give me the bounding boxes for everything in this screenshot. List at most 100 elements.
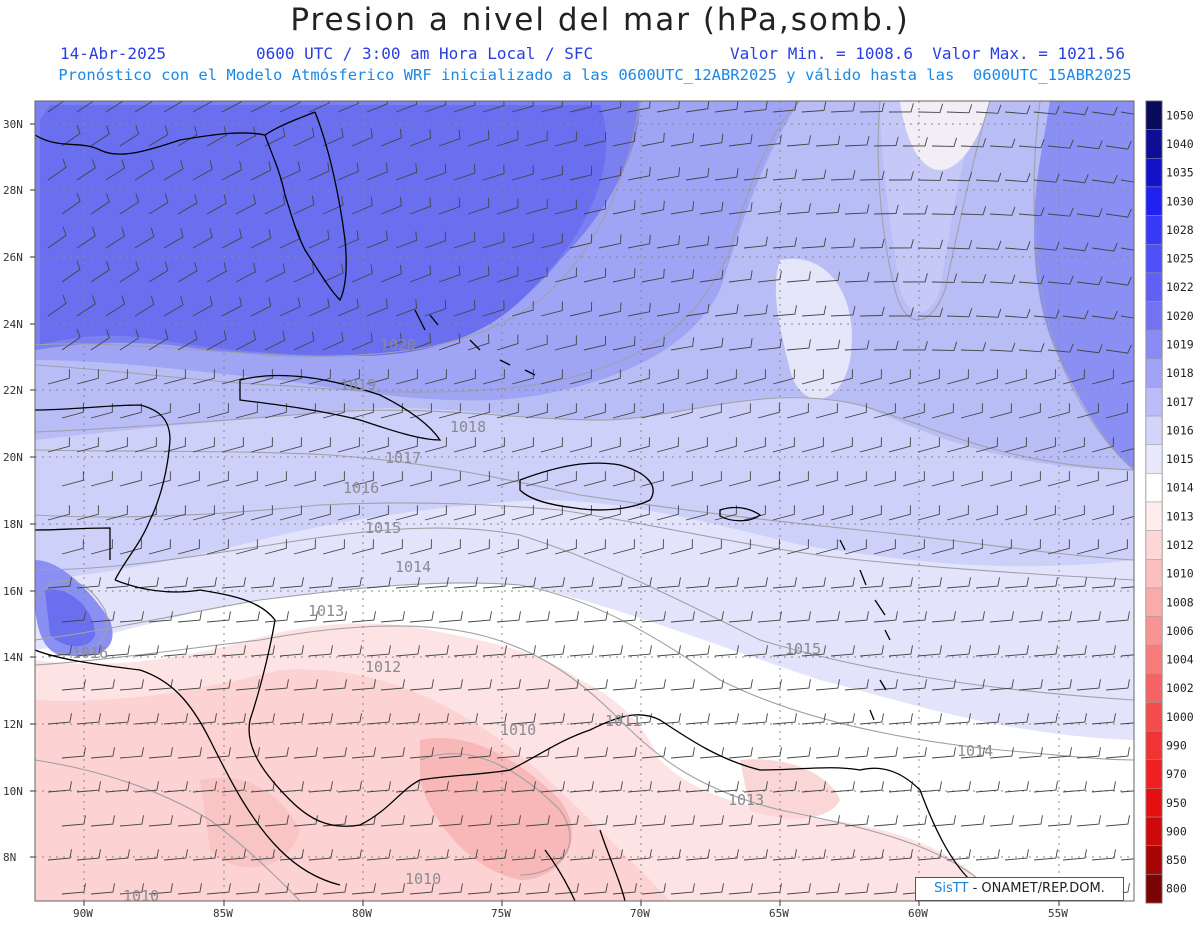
- lon-label: 75W: [491, 907, 511, 920]
- contour-label: 1017: [385, 449, 421, 467]
- plot-frame: [34, 100, 1135, 902]
- contour-label: 1018: [450, 418, 486, 436]
- colorbar-swatch: [1145, 301, 1163, 331]
- lon-label: 65W: [769, 907, 789, 920]
- contour-label: 1013: [728, 791, 764, 809]
- colorbar-label: 850: [1166, 853, 1187, 867]
- colorbar-label: 950: [1166, 796, 1187, 810]
- colorbar-label: 1016: [1166, 423, 1194, 437]
- colorbar-label: 990: [1166, 738, 1187, 752]
- lon-label: 80W: [352, 907, 372, 920]
- colorbar-swatch: [1145, 788, 1163, 818]
- colorbar-swatch: [1145, 215, 1163, 245]
- lon-label: 60W: [908, 907, 928, 920]
- model-description: Pronóstico con el Modelo Atmósferico WRF…: [58, 66, 1132, 84]
- colorbar-label: 1008: [1166, 595, 1194, 609]
- colorbar-swatch: [1145, 272, 1163, 302]
- contour-label: 1010: [123, 887, 159, 905]
- colorbar-swatch: [1145, 158, 1163, 188]
- colorbar-label: 1017: [1166, 395, 1194, 409]
- colorbar-swatch: [1145, 444, 1163, 474]
- colorbar-label: 1013: [1166, 509, 1194, 523]
- colorbar-swatch: [1145, 243, 1163, 274]
- lon-label: 90W: [73, 907, 93, 920]
- contour-label: 1014: [395, 558, 431, 576]
- colorbar-label: 1035: [1166, 166, 1194, 180]
- lat-label: 12N: [3, 718, 23, 731]
- colorbar-legend: 1050 1040 1035 1030 1028 1025 1022 1020 1019 1018…: [1145, 100, 1194, 904]
- colorbar-label: 1002: [1166, 681, 1194, 695]
- colorbar-label: 1040: [1166, 137, 1194, 151]
- colorbar-label: 900: [1166, 824, 1187, 838]
- colorbar-swatch: [1145, 329, 1163, 360]
- colorbar-label: 1020: [1166, 309, 1194, 323]
- lat-label: 24N: [3, 318, 23, 331]
- contour-label: 1013: [308, 602, 344, 620]
- credit-box: SisTT - ONAMET/REP.DOM.: [915, 877, 1124, 901]
- sistt-logo: SisTT: [934, 881, 969, 896]
- colorbar-label: 1012: [1166, 538, 1194, 552]
- colorbar-label: 1010: [1166, 567, 1194, 581]
- colorbar-swatch: [1145, 501, 1163, 531]
- colorbar-label: 1018: [1166, 366, 1194, 380]
- contour-label: 1016: [343, 479, 379, 497]
- colorbar-swatch: [1145, 186, 1163, 216]
- colorbar-label: 1028: [1166, 223, 1194, 237]
- lat-label: 18N: [3, 518, 23, 531]
- lat-label: 10N: [3, 785, 23, 798]
- colorbar-swatch: [1145, 587, 1163, 617]
- contour-label: 1010: [405, 870, 441, 888]
- colorbar-swatch: [1145, 845, 1163, 875]
- lat-label: 14N: [3, 651, 23, 664]
- colorbar-label: 1000: [1166, 710, 1194, 724]
- colorbar-swatch: [1145, 816, 1163, 846]
- colorbar-swatch: [1145, 358, 1163, 388]
- colorbar-swatch: [1145, 415, 1163, 445]
- lat-label: 30N: [3, 118, 23, 131]
- colorbar-swatch: [1145, 473, 1163, 503]
- colorbar-label: 1050: [1166, 108, 1194, 122]
- colorbar-label: 1015: [1166, 452, 1194, 466]
- valid-date: 14-Abr-2025: [60, 44, 166, 63]
- contour-label: 1011: [605, 712, 641, 730]
- colorbar-label: 970: [1166, 767, 1187, 781]
- lon-label: 85W: [213, 907, 233, 920]
- colorbar-label: 1014: [1166, 481, 1194, 495]
- credit-text: - ONAMET/REP.DOM.: [972, 881, 1105, 896]
- valid-time: 0600 UTC / 3:00 am Hora Local / SFC: [256, 44, 594, 63]
- contour-label: 1014: [957, 742, 993, 760]
- contour-label: 1020: [380, 336, 416, 354]
- colorbar-swatch: [1145, 702, 1163, 732]
- colorbar-label: 1022: [1166, 280, 1194, 294]
- lon-label: 55W: [1048, 907, 1068, 920]
- colorbar-label: 1004: [1166, 653, 1194, 667]
- contour-labels: 1020 1019 1018 1017 1016 1015 1014 1013 1012 1011…: [72, 336, 993, 905]
- coastlines: [35, 111, 971, 901]
- colorbar-label: 800: [1166, 882, 1187, 896]
- map-title: Presion a nivel del mar (hPa,somb.): [290, 2, 910, 38]
- contour-label: 1015: [365, 519, 401, 537]
- colorbar-swatch: [1145, 616, 1163, 646]
- lat-label: 16N: [3, 585, 23, 598]
- colorbar-label: 1025: [1166, 252, 1194, 266]
- lat-label: 22N: [3, 384, 23, 397]
- wind-barbs: [47, 101, 1134, 895]
- colorbar-label: 1006: [1166, 624, 1194, 638]
- lat-label: 8N: [3, 851, 16, 864]
- lon-label: 70W: [630, 907, 650, 920]
- min-max-values: Valor Min. = 1008.6 Valor Max. = 1021.56: [730, 44, 1125, 63]
- colorbar-swatch: [1145, 759, 1163, 789]
- latitude-labels: 30N 28N 26N 24N 22N 20N 18N 16N 14N 12N 10N 8N: [3, 118, 35, 864]
- contour-label: 1012: [365, 658, 401, 676]
- colorbar-swatch: [1145, 100, 1163, 130]
- colorbar-swatch: [1145, 673, 1163, 703]
- contour-label: 1019: [340, 376, 376, 394]
- colorbar-swatch: [1145, 530, 1163, 560]
- lat-label: 28N: [3, 184, 23, 197]
- colorbar-swatch: [1145, 874, 1163, 904]
- colorbar-swatch: [1145, 644, 1163, 675]
- colorbar-swatch: [1145, 387, 1163, 417]
- colorbar-swatch: [1145, 559, 1163, 589]
- pressure-field: [35, 101, 1134, 901]
